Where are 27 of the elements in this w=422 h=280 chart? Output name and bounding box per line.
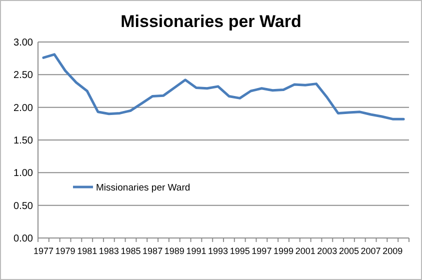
chart-title: Missionaries per Ward bbox=[120, 12, 302, 31]
x-tick-label: 1995 bbox=[230, 246, 250, 256]
x-tick-label: 1981 bbox=[77, 246, 98, 256]
x-tick-label: 1999 bbox=[274, 246, 294, 256]
x-tick-label: 1979 bbox=[55, 246, 76, 256]
y-tick-label: 2.00 bbox=[14, 102, 34, 114]
y-tick-label: 0.00 bbox=[14, 234, 34, 244]
x-tick-label: 1987 bbox=[142, 246, 163, 256]
x-tick-label: 1991 bbox=[186, 246, 206, 256]
y-tick-label: 0.50 bbox=[14, 200, 34, 212]
x-tick-label: 2009 bbox=[382, 246, 403, 256]
legend-label: Missionaries per Ward bbox=[96, 182, 190, 194]
x-tick-label: 1985 bbox=[120, 246, 141, 256]
y-tick-label: 2.50 bbox=[14, 70, 34, 82]
x-tick-label: 1993 bbox=[208, 246, 228, 256]
x-tick-label: 2001 bbox=[295, 246, 316, 256]
x-tick-label: 1983 bbox=[98, 246, 119, 256]
y-tick-label: 1.00 bbox=[14, 168, 34, 180]
line-series bbox=[42, 53, 405, 120]
x-tick-label: 1977 bbox=[33, 246, 54, 256]
x-tick-label: 2007 bbox=[360, 246, 381, 256]
x-tick-label: 1989 bbox=[164, 246, 184, 256]
x-tick-label: 2005 bbox=[338, 246, 359, 256]
x-tick-label: 2003 bbox=[317, 246, 338, 256]
x-tick-label: 1997 bbox=[252, 246, 272, 256]
y-tick-label: 1.50 bbox=[14, 136, 34, 146]
y-tick-label: 3.00 bbox=[14, 38, 34, 48]
